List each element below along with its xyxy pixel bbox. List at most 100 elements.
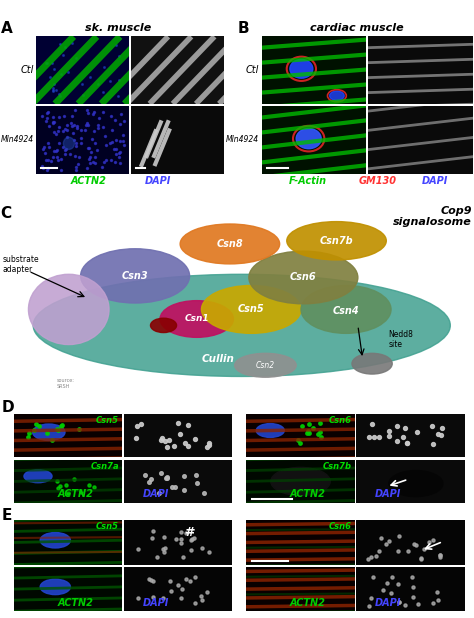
Point bbox=[77, 133, 85, 143]
Point bbox=[191, 434, 199, 444]
Point bbox=[310, 423, 317, 433]
Point bbox=[135, 544, 142, 554]
Point bbox=[410, 540, 418, 549]
Text: DAPI: DAPI bbox=[375, 598, 401, 608]
Text: E: E bbox=[1, 508, 12, 523]
Point bbox=[84, 121, 92, 130]
Point bbox=[84, 143, 91, 153]
Text: Csn4: Csn4 bbox=[333, 306, 359, 316]
Point bbox=[157, 468, 164, 478]
Point bbox=[425, 537, 432, 547]
Point bbox=[74, 159, 82, 169]
Point bbox=[45, 142, 53, 152]
Point bbox=[39, 144, 46, 154]
Point bbox=[110, 145, 118, 154]
Point bbox=[434, 587, 441, 597]
Point bbox=[54, 126, 62, 136]
Point bbox=[373, 551, 380, 561]
Point bbox=[399, 433, 407, 442]
Point bbox=[113, 40, 120, 50]
Point bbox=[118, 136, 126, 146]
Point bbox=[174, 580, 182, 590]
Point bbox=[429, 439, 437, 449]
Point bbox=[94, 123, 102, 133]
Point bbox=[119, 130, 127, 140]
Point bbox=[178, 538, 185, 548]
Point bbox=[180, 486, 188, 496]
Point bbox=[73, 53, 80, 63]
Point bbox=[111, 158, 119, 167]
Point bbox=[115, 51, 122, 61]
Point bbox=[61, 124, 68, 133]
Point bbox=[193, 478, 201, 488]
Point bbox=[62, 149, 69, 159]
Point bbox=[68, 111, 76, 121]
Point bbox=[50, 146, 58, 156]
Text: Csn6: Csn6 bbox=[290, 273, 317, 282]
Point bbox=[203, 442, 211, 452]
Point bbox=[182, 528, 190, 538]
Point bbox=[393, 421, 401, 431]
Point bbox=[109, 137, 116, 147]
Point bbox=[62, 145, 70, 154]
Point bbox=[89, 158, 97, 167]
Point bbox=[59, 142, 66, 151]
Point bbox=[85, 143, 92, 153]
Point bbox=[438, 430, 445, 439]
Point bbox=[120, 140, 128, 150]
Text: Csn7b: Csn7b bbox=[320, 235, 353, 246]
Point bbox=[316, 427, 324, 437]
Point bbox=[153, 552, 161, 562]
Point bbox=[64, 488, 72, 498]
Point bbox=[191, 572, 199, 582]
Ellipse shape bbox=[24, 470, 52, 483]
Point bbox=[294, 436, 301, 446]
Point bbox=[56, 39, 64, 49]
Ellipse shape bbox=[40, 579, 71, 595]
Point bbox=[43, 428, 51, 438]
Text: ACTN2: ACTN2 bbox=[71, 176, 107, 187]
Point bbox=[203, 587, 210, 597]
Point bbox=[86, 152, 94, 162]
Point bbox=[91, 158, 99, 167]
Point bbox=[53, 130, 60, 140]
Point bbox=[164, 442, 171, 452]
Ellipse shape bbox=[352, 353, 392, 374]
Point bbox=[52, 85, 60, 95]
Point bbox=[112, 150, 119, 159]
Point bbox=[385, 536, 392, 546]
Point bbox=[438, 423, 446, 433]
Point bbox=[180, 471, 188, 481]
Point bbox=[41, 148, 48, 158]
Point bbox=[181, 438, 188, 447]
Point bbox=[43, 165, 50, 175]
Point bbox=[49, 118, 57, 128]
Point bbox=[72, 141, 80, 151]
Point bbox=[428, 421, 436, 431]
Point bbox=[83, 163, 91, 173]
Point bbox=[158, 433, 166, 442]
Text: B: B bbox=[237, 21, 249, 36]
Point bbox=[369, 572, 377, 582]
Text: Csn6: Csn6 bbox=[328, 522, 351, 531]
Ellipse shape bbox=[81, 248, 190, 303]
Point bbox=[73, 123, 81, 133]
Point bbox=[88, 134, 95, 144]
Ellipse shape bbox=[271, 467, 330, 496]
Point bbox=[49, 117, 57, 127]
Point bbox=[100, 108, 107, 117]
Point bbox=[365, 601, 373, 611]
Point bbox=[430, 598, 438, 608]
Point bbox=[116, 119, 124, 129]
Point bbox=[63, 120, 71, 130]
Point bbox=[70, 120, 77, 130]
Point bbox=[298, 421, 306, 431]
Point bbox=[137, 419, 145, 429]
Point bbox=[45, 155, 52, 165]
Point bbox=[54, 425, 62, 435]
Point bbox=[73, 162, 80, 172]
Point bbox=[132, 433, 140, 442]
Point bbox=[107, 111, 115, 121]
Point bbox=[69, 121, 76, 131]
Point bbox=[387, 588, 395, 598]
